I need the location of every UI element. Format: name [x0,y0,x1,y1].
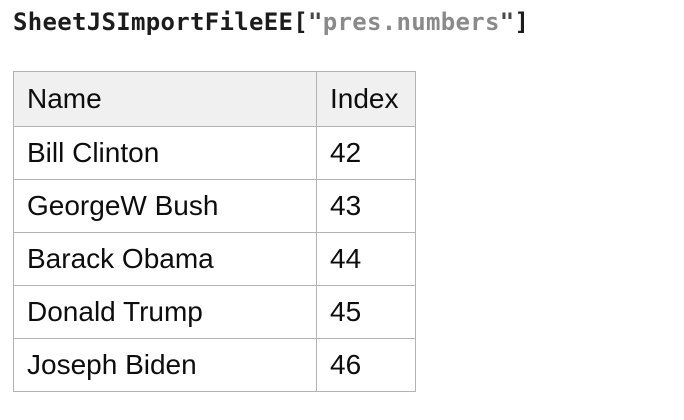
table-row: Bill Clinton 42 [13,126,416,180]
cell-index: 46 [316,338,416,392]
cell-index: 45 [316,285,416,339]
code-expression-name: SheetJSImportFileEE [13,8,294,36]
open-bracket: [ [293,8,308,36]
cell-name: Donald Trump [13,285,317,339]
close-quote: " [499,8,515,36]
header-row: Name Index [13,71,416,127]
cell-name: Joseph Biden [13,338,317,392]
table-row: Barack Obama 44 [13,232,416,286]
close-bracket: ] [514,8,530,36]
presidents-table: Name Index Bill Clinton 42 GeorgeW Bush … [13,71,416,392]
table-header: Name Index [13,71,416,127]
column-header-index: Index [316,71,416,127]
open-quote: " [308,8,323,36]
table-row: Joseph Biden 46 [13,338,416,392]
table-body: Bill Clinton 42 GeorgeW Bush 43 Barack O… [13,126,416,392]
column-header-name: Name [13,71,317,127]
cell-index: 42 [316,126,416,180]
file-name-string: pres.numbers [322,8,500,36]
cell-name: GeorgeW Bush [13,179,317,233]
table-row: GeorgeW Bush 43 [13,179,416,233]
page-title: SheetJSImportFileEE["pres.numbers"] [13,8,529,36]
table-row: Donald Trump 45 [13,285,416,339]
cell-index: 43 [316,179,416,233]
cell-index: 44 [316,232,416,286]
cell-name: Barack Obama [13,232,317,286]
cell-name: Bill Clinton [13,126,317,180]
